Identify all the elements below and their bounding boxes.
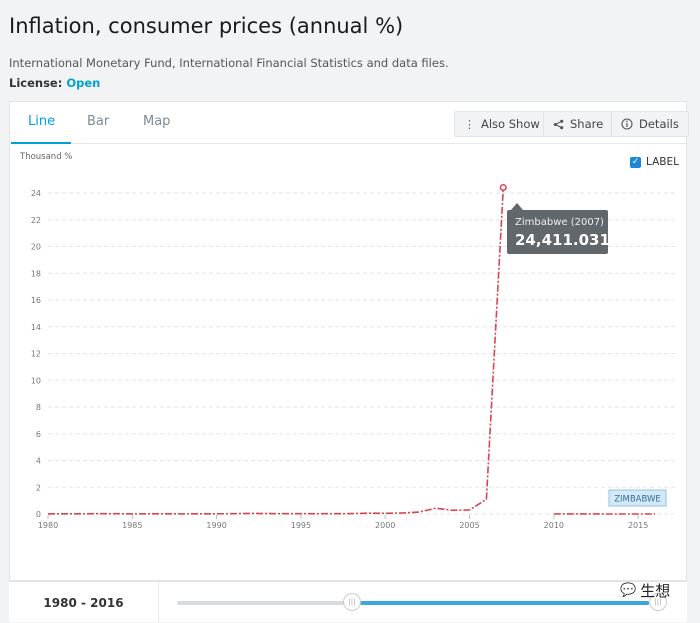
range-slider-fill: [352, 601, 649, 605]
x-tick-label: 2005: [459, 521, 479, 530]
y-tick-label: 16: [31, 296, 41, 305]
x-axis-ticks: 1980 1985 1990 1995 2000 2005 2010 2015: [38, 515, 648, 530]
x-tick-label: 2010: [544, 521, 564, 530]
range-slider-start-handle[interactable]: |||: [343, 593, 361, 611]
also-show-label: Also Show: [481, 117, 540, 131]
x-tick-label: 1990: [206, 521, 226, 530]
license: License: Open: [9, 76, 100, 90]
share-icon: [553, 119, 564, 130]
details-button[interactable]: Details: [611, 111, 689, 137]
license-label: License:: [9, 76, 62, 90]
y-tick-label: 6: [36, 430, 41, 439]
page-title: Inflation, consumer prices (annual %): [9, 14, 403, 38]
tab-line[interactable]: Line: [28, 114, 55, 129]
chat-bubble-icon: 💬: [620, 583, 636, 598]
license-link[interactable]: Open: [66, 76, 100, 90]
data-source: International Monetary Fund, Internation…: [9, 56, 449, 70]
share-button[interactable]: Share: [543, 111, 613, 137]
y-tick-label: 14: [31, 323, 41, 332]
timeline-footer: 1980 - 2016 ||| |||: [9, 581, 687, 622]
series-label: ZIMBABWE: [614, 495, 661, 505]
chart-tabs: Line Bar Map ⋮ Also Show Share Details: [10, 102, 686, 144]
watermark-text: 生想: [640, 580, 670, 601]
y-tick-label: 8: [36, 403, 41, 412]
y-tick-label: 10: [31, 376, 41, 385]
watermark: 💬 生想: [620, 580, 670, 601]
x-tick-label: 2000: [375, 521, 395, 530]
tooltip-layer: Zimbabwe (2007) 24,411.031: [507, 203, 610, 254]
share-label: Share: [570, 117, 603, 131]
tooltip-value: 24,411.031: [515, 231, 610, 249]
y-tick-label: 2: [36, 483, 41, 492]
year-range-label: 1980 - 2016: [9, 582, 159, 623]
also-show-button[interactable]: ⋮ Also Show: [454, 111, 550, 137]
y-tick-label: 18: [31, 269, 41, 278]
y-tick-label: 22: [31, 216, 41, 225]
info-icon: [621, 118, 633, 130]
y-tick-label: 20: [31, 243, 41, 252]
tab-map[interactable]: Map: [143, 114, 170, 129]
x-tick-label: 2015: [628, 521, 648, 530]
more-vertical-icon: ⋮: [464, 118, 475, 131]
data-point-peak: [500, 185, 506, 191]
y-tick-label: 12: [31, 350, 41, 359]
x-tick-label: 1995: [291, 521, 311, 530]
y-tick-label: 24: [31, 189, 41, 198]
tooltip-title: Zimbabwe (2007): [515, 217, 604, 228]
series-line: [48, 188, 503, 514]
tab-bar[interactable]: Bar: [87, 114, 109, 129]
y-tick-label: 0: [36, 510, 41, 519]
x-tick-label: 1980: [38, 521, 58, 530]
tooltip-pointer: [511, 203, 523, 210]
details-label: Details: [639, 117, 679, 131]
chart-card: Line Bar Map ⋮ Also Show Share Details T…: [9, 101, 687, 581]
x-tick-label: 1985: [122, 521, 142, 530]
y-tick-label: 4: [36, 457, 41, 466]
